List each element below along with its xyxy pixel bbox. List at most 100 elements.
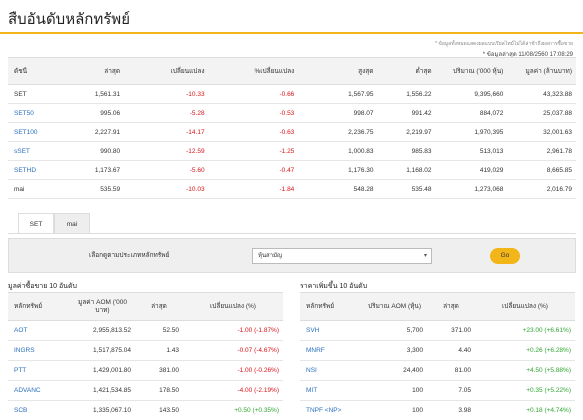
col-header: เปลี่ยนแปลง (%) [183, 292, 283, 321]
symbol-link[interactable]: MIT [300, 380, 362, 401]
index-row: sSET 990.80 -12.59 -1.25 1,000.83 985.83 513,0… [8, 141, 576, 161]
index-change-pct: -0.53 [208, 103, 299, 123]
aom-value: 1,421,534.85 [70, 380, 135, 401]
tab-set[interactable]: SET [18, 213, 54, 234]
last-updated-text: * ข้อมูลล่าสุด 11/08/2560 17:08:29 [482, 52, 573, 58]
aom-value: 5,700 [362, 320, 427, 341]
index-volume: 9,395,660 [435, 84, 508, 104]
top-value-table: หลักทรัพย์ มูลค่า AOM ('000 บาท) ล่าสุด … [8, 292, 283, 420]
top-gainers-header: หลักทรัพย์ ปริมาณ AOM (หุ้น) ล่าสุด เปลี… [300, 292, 575, 321]
col-header: ปริมาณ AOM (หุ้น) [362, 292, 427, 321]
aom-value: 1,335,067.10 [70, 400, 135, 420]
index-table-header: ดัชนี ล่าสุด เปลี่ยนแปลง %เปลี่ยนแปลง สู… [8, 57, 576, 85]
index-high: 998.07 [298, 103, 378, 123]
last-price: 1.43 [135, 340, 183, 361]
index-name[interactable]: SET50 [8, 103, 72, 123]
col-header: มูลค่า AOM ('000 บาท) [70, 292, 135, 321]
symbol-link[interactable]: MNRF [300, 340, 362, 361]
index-low: 1,168.02 [377, 160, 436, 180]
index-row: SET100 2,227.91 -14.17 -0.63 2,236.75 2,219.9… [8, 122, 576, 142]
security-type-value: หุ้นสามัญ [258, 253, 283, 259]
index-low: 991.42 [377, 103, 436, 123]
go-button[interactable]: Go [490, 248, 520, 264]
last-price: 7.05 [427, 380, 475, 401]
index-high: 2,236.75 [298, 122, 378, 142]
symbol-link[interactable]: SCB [8, 400, 70, 420]
index-volume: 1,970,395 [435, 122, 508, 142]
symbol-link[interactable]: SVH [300, 320, 362, 341]
index-last: 990.80 [71, 141, 125, 161]
index-change-pct: -0.66 [208, 84, 299, 104]
index-volume: 513,013 [435, 141, 508, 161]
price-change: -1.00 (-1.87%) [183, 320, 283, 341]
tab-divider [8, 233, 576, 234]
last-price: 178.50 [135, 380, 183, 401]
col-header: ดัชนี [8, 57, 72, 85]
index-last: 1,561.31 [71, 84, 125, 104]
index-change: -5.60 [124, 160, 209, 180]
index-name[interactable]: SET100 [8, 122, 72, 142]
index-change: -14.17 [124, 122, 209, 142]
price-change: -4.00 (-2.19%) [183, 380, 283, 401]
index-value: 25,037.88 [507, 103, 576, 123]
index-name[interactable]: SETHD [8, 160, 72, 180]
last-price: 371.00 [427, 320, 475, 341]
col-header: ต่ำสุด [377, 57, 436, 85]
table-row: TNPF <NP> 100 3.98 +0.18 (+4.74%) [300, 400, 575, 420]
index-low: 1,556.22 [377, 84, 436, 104]
table-row: INGRS 1,517,875.04 1.43 -0.07 (-4.67%) [8, 340, 283, 361]
table-row: MIT 100 7.05 +0.35 (+5.22%) [300, 380, 575, 401]
aom-value: 1,517,875.04 [70, 340, 135, 361]
symbol-link[interactable]: NSI [300, 360, 362, 381]
last-price: 143.50 [135, 400, 183, 420]
index-row: SET50 995.06 -5.28 -0.53 998.07 991.42 884,072… [8, 103, 576, 123]
price-change: +0.26 (+6.28%) [475, 340, 575, 361]
aom-value: 2,955,813.52 [70, 320, 135, 341]
price-change: +23.00 (+6.61%) [475, 320, 575, 341]
aom-value: 1,429,001.80 [70, 360, 135, 381]
price-change: +0.50 (+0.35%) [183, 400, 283, 420]
symbol-link[interactable]: ADVANC [8, 380, 70, 401]
filter-label: เลือกดูตามประเภทหลักทรัพย์ [89, 252, 170, 259]
table-row: AOT 2,955,813.52 52.50 -1.00 (-1.87%) [8, 320, 283, 341]
index-last: 2,227.91 [71, 122, 125, 142]
index-name[interactable]: sSET [8, 141, 72, 161]
tab-mai[interactable]: mai [54, 213, 90, 234]
top-gainers-title: ราคาเพิ่มขึ้น 10 อันดับ [300, 283, 368, 290]
index-change: -10.03 [124, 179, 209, 199]
index-change-pct: -0.47 [208, 160, 299, 180]
index-change: -12.59 [124, 141, 209, 161]
index-low: 2,219.97 [377, 122, 436, 142]
aom-value: 24,400 [362, 360, 427, 381]
symbol-link[interactable]: AOT [8, 320, 70, 341]
price-change: +4.50 (+5.88%) [475, 360, 575, 381]
table-row: ADVANC 1,421,534.85 178.50 -4.00 (-2.19%) [8, 380, 283, 401]
index-last: 535.59 [71, 179, 125, 199]
index-last: 1,173.67 [71, 160, 125, 180]
last-price: 381.00 [135, 360, 183, 381]
security-type-select[interactable]: หุ้นสามัญ ▾ [252, 248, 432, 264]
table-row: MNRF 3,300 4.40 +0.26 (+6.28%) [300, 340, 575, 361]
col-header: มูลค่า (ล้านบาท) [507, 57, 576, 85]
symbol-link[interactable]: INGRS [8, 340, 70, 361]
col-header: หลักทรัพย์ [300, 292, 362, 321]
index-name: mai [8, 179, 72, 199]
table-row: PTT 1,429,001.80 381.00 -1.00 (-0.26%) [8, 360, 283, 381]
table-row: SCB 1,335,067.10 143.50 +0.50 (+0.35%) [8, 400, 283, 420]
table-row: SVH 5,700 371.00 +23.00 (+6.61%) [300, 320, 575, 341]
top-value-title: มูลค่าซื้อขาย 10 อันดับ [8, 283, 77, 290]
col-header: ปริมาณ ('000 หุ้น) [435, 57, 508, 85]
index-change: -5.28 [124, 103, 209, 123]
symbol-link[interactable]: PTT [8, 360, 70, 381]
index-value: 2,961.78 [507, 141, 576, 161]
index-high: 548.28 [298, 179, 378, 199]
symbol-link[interactable]: TNPF <NP> [300, 400, 362, 420]
index-high: 1,176.30 [298, 160, 378, 180]
index-high: 1,567.95 [298, 84, 378, 104]
chevron-down-icon: ▾ [423, 253, 427, 259]
aom-value: 100 [362, 380, 427, 401]
index-row: SETHD 1,173.67 -5.60 -0.47 1,176.30 1,168.02 4… [8, 160, 576, 180]
last-price: 52.50 [135, 320, 183, 341]
index-change: -10.33 [124, 84, 209, 104]
col-header: เปลี่ยนแปลง (%) [475, 292, 575, 321]
